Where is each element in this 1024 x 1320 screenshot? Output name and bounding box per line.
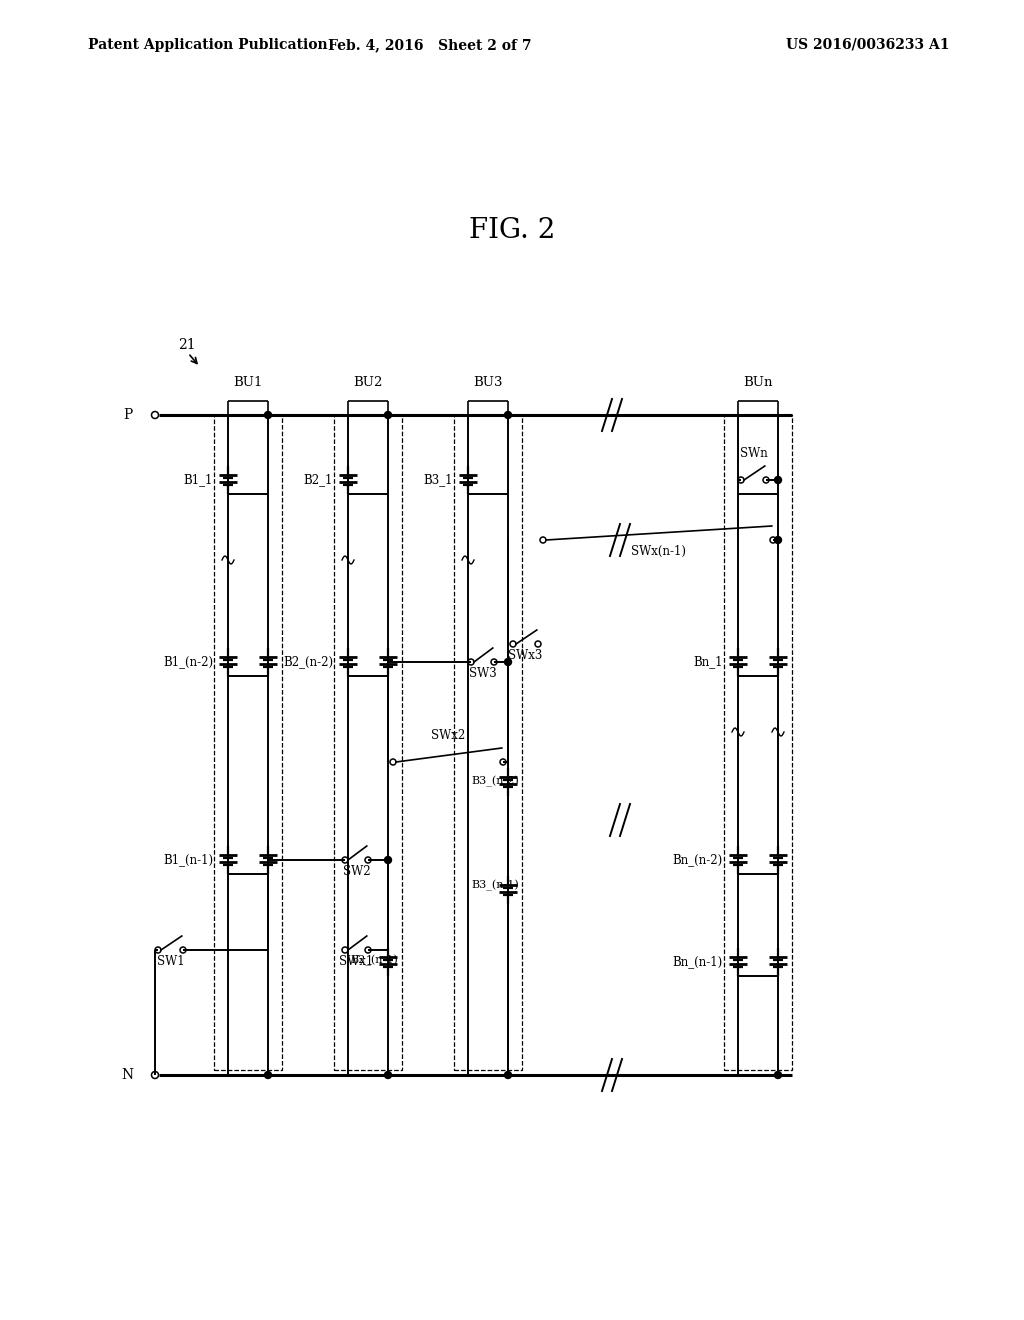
Circle shape	[384, 857, 391, 863]
Text: N: N	[121, 1068, 133, 1082]
Text: SW2: SW2	[343, 865, 371, 878]
Text: B3_(n-2): B3_(n-2)	[471, 776, 519, 787]
Text: P: P	[124, 408, 133, 422]
Circle shape	[774, 1072, 781, 1078]
Circle shape	[774, 536, 781, 544]
Text: SWx1: SWx1	[339, 954, 374, 968]
Text: BU3: BU3	[473, 376, 503, 389]
Text: B2_1: B2_1	[304, 474, 333, 487]
Circle shape	[505, 1072, 512, 1078]
Text: Bn_1: Bn_1	[693, 656, 723, 668]
Text: B1_(n-2): B1_(n-2)	[163, 656, 213, 668]
Text: B2_(n-2): B2_(n-2)	[283, 656, 333, 668]
Text: BU1: BU1	[233, 376, 263, 389]
Text: SWx(n-1): SWx(n-1)	[631, 545, 685, 558]
Circle shape	[505, 659, 512, 665]
Circle shape	[505, 412, 512, 418]
Text: SWx2: SWx2	[431, 729, 465, 742]
Text: B3_(n-1): B3_(n-1)	[471, 879, 519, 891]
Text: B1_(n-1): B1_(n-1)	[163, 854, 213, 866]
Text: Bn_(n-2): Bn_(n-2)	[673, 854, 723, 866]
Circle shape	[774, 477, 781, 483]
Circle shape	[384, 412, 391, 418]
Text: BU2: BU2	[353, 376, 383, 389]
Text: US 2016/0036233 A1: US 2016/0036233 A1	[786, 38, 949, 51]
Text: Feb. 4, 2016   Sheet 2 of 7: Feb. 4, 2016 Sheet 2 of 7	[329, 38, 531, 51]
Text: B2_(n-1): B2_(n-1)	[350, 954, 397, 966]
Text: B3_1: B3_1	[424, 474, 453, 487]
Text: Patent Application Publication: Patent Application Publication	[88, 38, 328, 51]
Text: BUn: BUn	[743, 376, 773, 389]
Bar	[214, 414, 282, 1071]
Text: 21: 21	[178, 338, 196, 352]
Text: SWx3: SWx3	[508, 649, 543, 663]
Bar	[334, 414, 402, 1071]
Text: SWn: SWn	[739, 447, 767, 459]
Text: SW3: SW3	[469, 667, 497, 680]
Text: B1_1: B1_1	[183, 474, 213, 487]
Text: FIG. 2: FIG. 2	[469, 216, 555, 243]
Circle shape	[264, 1072, 271, 1078]
Circle shape	[264, 412, 271, 418]
Text: SW1: SW1	[157, 954, 184, 968]
Text: Bn_(n-1): Bn_(n-1)	[673, 956, 723, 969]
Circle shape	[384, 1072, 391, 1078]
Bar	[724, 414, 792, 1071]
Bar	[454, 414, 522, 1071]
